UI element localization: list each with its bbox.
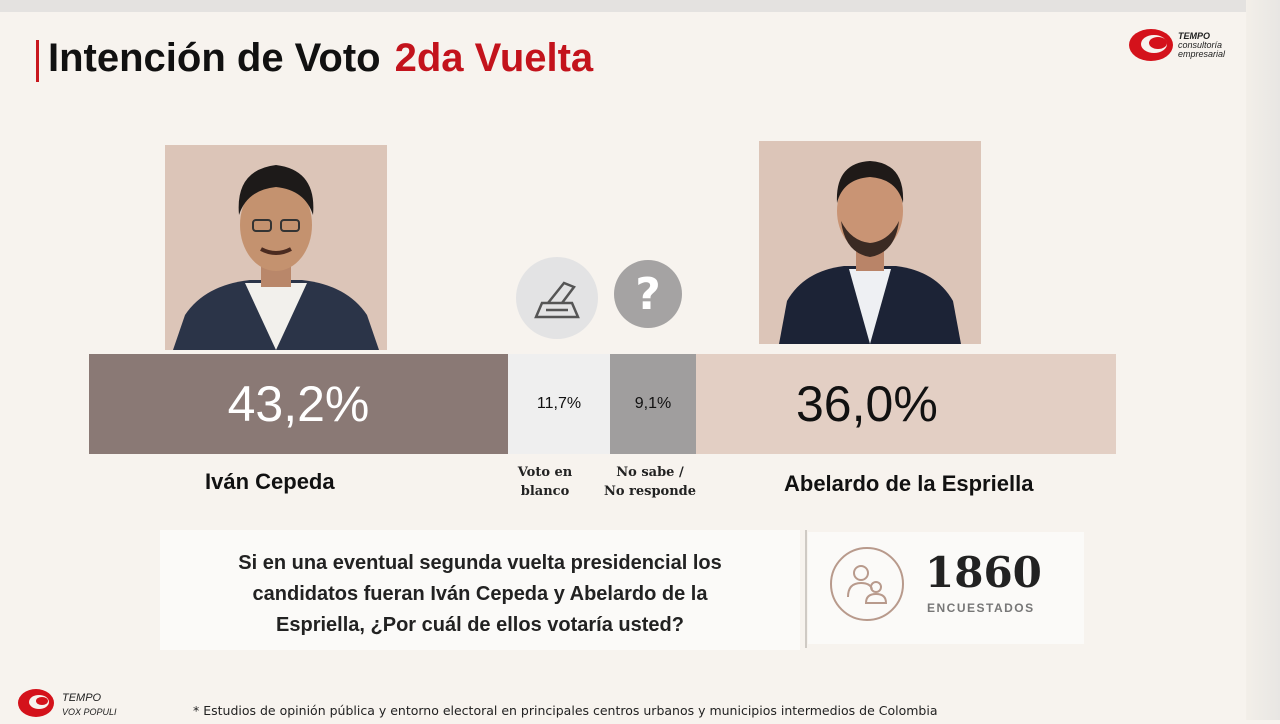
sample-label: ENCUESTADOS — [927, 601, 1035, 615]
question-mark-icon: ? — [614, 260, 682, 328]
label-voto-blanco-line1: Voto en — [517, 465, 573, 480]
logo-tagline-line2: empresarial — [1178, 49, 1226, 59]
value-label-cepeda: 43,2% — [227, 376, 370, 432]
question-line3: Espriella, ¿Por cuál de ellos votaría us… — [276, 614, 684, 636]
tempo-swirl-icon — [1129, 29, 1173, 61]
ballot-box-icon — [516, 257, 598, 339]
candidate-photo-espriella — [759, 141, 981, 344]
label-no-sabe-line1: No sabe / — [616, 465, 684, 480]
label-voto-blanco: Voto en blanco — [505, 463, 585, 501]
footnote: * Estudios de opinión pública y entorno … — [193, 703, 938, 718]
title-accent-bar — [36, 40, 39, 82]
value-label-blanco: 11,7% — [536, 395, 582, 412]
page-title: Intención de Voto 2da Vuelta — [48, 36, 593, 81]
sample-count: 1860 — [925, 548, 1042, 597]
top-strip — [0, 0, 1280, 12]
question-line2: candidatos fueran Iván Cepeda y Abelardo… — [252, 583, 708, 605]
ballot-drawing — [534, 281, 580, 319]
question-line1: Si en una eventual segunda vuelta presid… — [238, 552, 722, 574]
label-no-sabe-line2: No responde — [603, 484, 697, 499]
section-divider — [805, 530, 807, 648]
bar-voto-blanco: 11,7% — [508, 354, 610, 454]
logo-text-brand: TEMPO — [1178, 31, 1211, 41]
bar-cepeda: 43,2% — [89, 354, 508, 454]
candidate-name-espriella: Abelardo de la Espriella — [784, 471, 1034, 496]
logo-tagline-line1: consultoría — [1178, 40, 1223, 50]
slide-edge-shadow — [1246, 0, 1280, 720]
title-highlight: 2da Vuelta — [394, 36, 594, 80]
footer-logo-sub: VOX POPULI — [62, 707, 117, 717]
footer-logo: TEMPO VOX POPULI — [16, 687, 126, 720]
value-label-espriella: 36,0% — [796, 376, 938, 432]
value-label-no-sabe: 9,1% — [634, 395, 672, 412]
logo-text-tagline: consultoría empresarial — [1178, 41, 1225, 59]
survey-question-text: Si en una eventual segunda vuelta presid… — [180, 548, 780, 641]
people-icon — [830, 547, 904, 621]
survey-question-box: Si en una eventual segunda vuelta presid… — [160, 530, 800, 650]
tempo-logo: TEMPO consultoría empresarial — [1127, 26, 1252, 68]
bar-espriella: 36,0% — [696, 354, 1116, 454]
candidate-name-cepeda: Iván Cepeda — [205, 469, 335, 494]
person-portrait-icon — [779, 161, 961, 344]
title-main: Intención de Voto — [48, 36, 381, 80]
person-portrait-icon — [173, 165, 379, 350]
label-no-sabe: No sabe / No responde — [598, 463, 702, 501]
bar-no-sabe: 9,1% — [610, 354, 696, 454]
footer-logo-brand: TEMPO — [62, 692, 102, 704]
footer-swirl-icon — [18, 689, 54, 717]
candidate-photo-cepeda — [165, 145, 387, 350]
label-voto-blanco-line2: blanco — [520, 484, 570, 499]
